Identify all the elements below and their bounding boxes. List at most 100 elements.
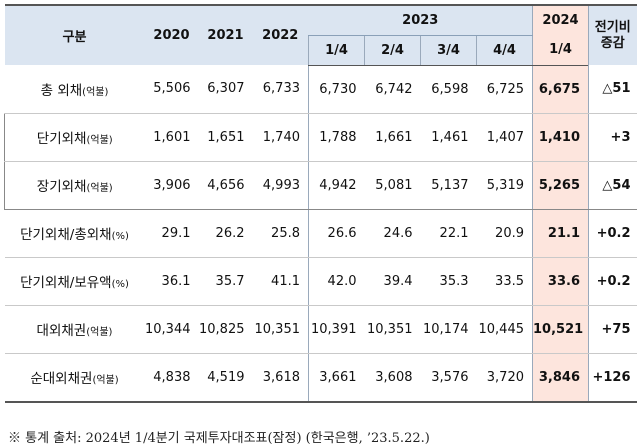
cell-change: △54 (588, 161, 637, 210)
cell: 1,461 (420, 113, 477, 162)
header-change-line2: 증감 (600, 35, 625, 51)
cell: 5,319 (476, 161, 533, 210)
cell: 35.7 (198, 257, 253, 306)
table-row-external-claims: 대외채권(억불) 10,344 10,825 10,351 10,391 10,… (4, 305, 637, 354)
cell: 33.5 (476, 257, 533, 306)
row-unit: (억불) (92, 375, 119, 386)
row-label: 순대외채권(억불) (4, 353, 145, 403)
cell: 10,351 (252, 305, 309, 354)
header-q4-2023: 4/4 (476, 35, 533, 66)
cell-2024: 21.1 (532, 209, 589, 258)
row-label: 대외채권(억불) (4, 305, 145, 354)
cell: 26.2 (198, 209, 253, 258)
cell: 4,942 (308, 161, 365, 210)
header-q3-2023: 3/4 (420, 35, 477, 66)
cell: 5,506 (144, 65, 199, 114)
row-label-text: 장기외채 (36, 179, 87, 195)
cell-change: +0.2 (588, 209, 637, 258)
row-label: 단기외채/총외채(%) (4, 209, 145, 258)
cell: 10,344 (144, 305, 199, 354)
row-label-text: 대외채권 (36, 323, 87, 339)
cell-change: +0.2 (588, 257, 637, 306)
cell: 29.1 (144, 209, 199, 258)
table-row-long-term-debt: 장기외채(억불) 3,906 4,656 4,993 4,942 5,081 5… (4, 161, 637, 210)
cell-change: +75 (588, 305, 637, 354)
row-unit: (억불) (86, 327, 113, 338)
cell-2024: 1,410 (532, 113, 589, 162)
cell: 6,598 (420, 65, 477, 114)
row-unit: (억불) (86, 135, 113, 146)
cell: 1,407 (476, 113, 533, 162)
row-label-text: 단기외채 (36, 131, 87, 147)
table-row-net-external-claims: 순대외채권(억불) 4,838 4,519 3,618 3,661 3,608 … (4, 353, 637, 403)
cell: 6,730 (308, 65, 365, 114)
row-label-text: 총 외채 (40, 82, 83, 99)
header-change-line1: 전기비 (594, 19, 631, 35)
cell: 25.8 (252, 209, 309, 258)
cell: 42.0 (308, 257, 365, 306)
cell: 3,661 (308, 353, 365, 403)
header-category: 구분 (4, 4, 145, 65)
header-year-2023: 2023 (308, 4, 533, 36)
cell: 10,391 (308, 305, 365, 354)
cell: 1,788 (308, 113, 365, 162)
cell: 6,307 (198, 65, 253, 114)
cell: 3,576 (420, 353, 477, 403)
cell: 41.1 (252, 257, 309, 306)
table-row-short-reserve-ratio: 단기외채/보유액(%) 36.1 35.7 41.1 42.0 39.4 35.… (4, 257, 637, 306)
cell: 3,608 (364, 353, 421, 403)
cell: 6,725 (476, 65, 533, 114)
cell: 10,351 (364, 305, 421, 354)
row-unit: (억불) (82, 86, 109, 98)
cell: 3,720 (476, 353, 533, 403)
cell: 4,838 (144, 353, 199, 403)
table-row-total-debt: 총 외채(억불) 5,506 6,307 6,733 6,730 6,742 6… (4, 65, 637, 114)
table-row-short-term-debt: 단기외채(억불) 1,601 1,651 1,740 1,788 1,661 1… (4, 113, 637, 162)
cell: 1,651 (198, 113, 253, 162)
cell-change: △51 (588, 65, 637, 114)
cell: 5,137 (420, 161, 477, 210)
header-change: 전기비 증감 (588, 4, 637, 65)
cell-2024: 10,521 (532, 305, 589, 354)
external-debt-table: 구분 2020 2021 2022 2023 2024 전기비 증감 1/4 2… (4, 4, 637, 403)
cell: 26.6 (308, 209, 365, 258)
cell-2024: 6,675 (532, 65, 589, 114)
cell-change: +126 (588, 353, 637, 403)
header-year-2021: 2021 (198, 4, 253, 65)
cell: 10,445 (476, 305, 533, 354)
cell: 36.1 (144, 257, 199, 306)
row-unit: (%) (111, 231, 129, 242)
cell: 10,174 (420, 305, 477, 354)
cell: 20.9 (476, 209, 533, 258)
cell: 6,733 (252, 65, 309, 114)
table-row-short-total-ratio: 단기외채/총외채(%) 29.1 26.2 25.8 26.6 24.6 22.… (4, 209, 637, 258)
cell-2024: 3,846 (532, 353, 589, 403)
row-label-text: 순대외채권 (30, 371, 93, 387)
cell-2024: 5,265 (532, 161, 589, 210)
cell: 3,906 (144, 161, 199, 210)
cell: 3,618 (252, 353, 309, 403)
row-label: 장기외채(억불) (4, 161, 145, 210)
header-year-2022: 2022 (252, 4, 309, 65)
header-year-2020: 2020 (144, 4, 199, 65)
cell: 24.6 (364, 209, 421, 258)
row-label: 단기외채(억불) (4, 113, 145, 162)
cell: 39.4 (364, 257, 421, 306)
row-unit: (억불) (86, 183, 113, 194)
row-label-text: 단기외채/보유액 (20, 275, 112, 291)
header-q1-2024: 1/4 (532, 35, 589, 66)
cell: 4,993 (252, 161, 309, 210)
row-label: 총 외채(억불) (4, 65, 145, 114)
cell: 1,601 (144, 113, 199, 162)
cell: 4,519 (198, 353, 253, 403)
cell: 22.1 (420, 209, 477, 258)
cell: 10,825 (198, 305, 253, 354)
header-q2-2023: 2/4 (364, 35, 421, 66)
cell: 35.3 (420, 257, 477, 306)
header-q1-2023: 1/4 (308, 35, 365, 66)
cell: 6,742 (364, 65, 421, 114)
row-label-text: 단기외채/총외채 (20, 227, 112, 243)
header-year-2024: 2024 (532, 4, 589, 35)
source-footnote: ※ 통계 출처: 2024년 1/4분기 국제투자대조표(잠정) (한국은행, … (8, 431, 430, 446)
cell: 5,081 (364, 161, 421, 210)
